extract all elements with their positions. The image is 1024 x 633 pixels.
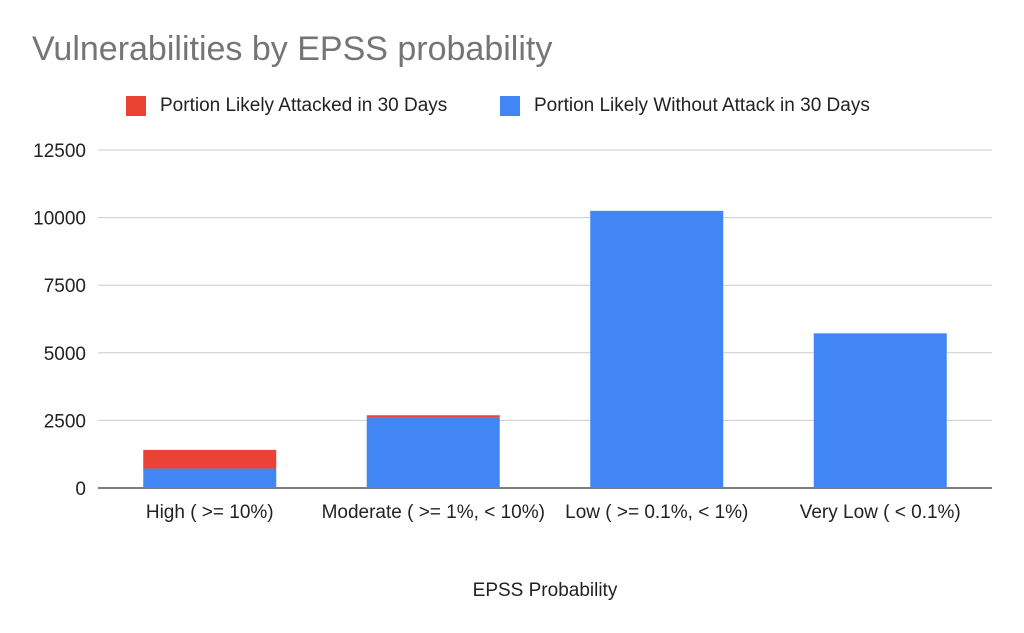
bar-without-attack-2[interactable]	[590, 210, 724, 488]
x-tick-label: Low ( >= 0.1%, < 1%)	[565, 502, 748, 523]
y-tick-label: 0	[75, 479, 86, 500]
bar-without-attack-3[interactable]	[813, 333, 947, 488]
chart-title: Vulnerabilities by EPSS probability	[32, 30, 553, 68]
legend-label-attacked: Portion Likely Attacked in 30 Days	[160, 95, 448, 116]
bar-attacked-1[interactable]	[366, 415, 500, 418]
legend-swatch-attacked	[126, 96, 146, 116]
bar-without-attack-0[interactable]	[143, 468, 277, 488]
legend-swatch-without-attack	[500, 96, 520, 116]
bar-without-attack-1[interactable]	[366, 417, 500, 488]
legend-label-without-attack: Portion Likely Without Attack in 30 Days	[534, 95, 870, 116]
legend-item-without-attack[interactable]: Portion Likely Without Attack in 30 Days	[500, 92, 870, 120]
y-tick-label: 2500	[44, 411, 86, 432]
y-tick-label: 10000	[33, 209, 86, 230]
legend-item-attacked[interactable]: Portion Likely Attacked in 30 Days	[126, 92, 447, 120]
y-tick-label: 5000	[44, 344, 86, 365]
bar-attacked-0[interactable]	[143, 449, 277, 469]
x-tick-label: Moderate ( >= 1%, < 10%)	[322, 502, 545, 523]
y-tick-label: 7500	[44, 276, 86, 297]
x-tick-label: High ( >= 10%)	[146, 502, 274, 523]
x-tick-label: Very Low ( < 0.1%)	[800, 502, 961, 523]
legend: Portion Likely Attacked in 30 Days Porti…	[0, 92, 1024, 120]
y-tick-label: 12500	[33, 141, 86, 162]
x-axis-title: EPSS Probability	[473, 580, 618, 601]
